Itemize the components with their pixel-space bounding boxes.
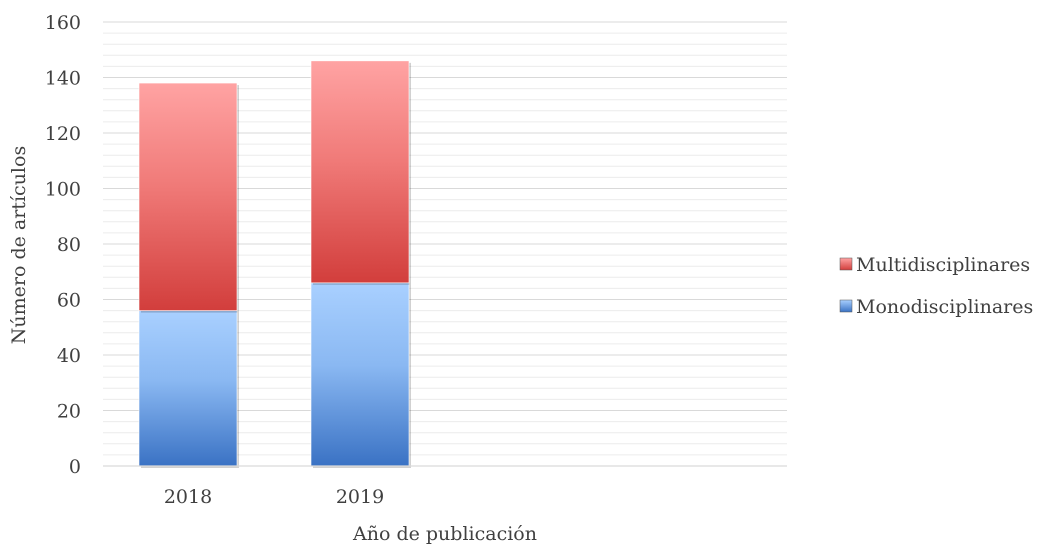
- y-axis-title: Número de artículos: [8, 146, 30, 344]
- bars: [138, 60, 411, 468]
- y-tick-label: 160: [45, 12, 81, 34]
- y-tick-label: 40: [57, 345, 81, 367]
- legend-label-multidisciplinares: Multidisciplinares: [856, 254, 1030, 276]
- y-tick-label: 60: [57, 290, 81, 312]
- x-tick-label: 2018: [164, 486, 212, 508]
- y-tick-label: 20: [57, 401, 81, 423]
- y-tick-label: 120: [45, 123, 81, 145]
- axes: 0 20 40 60 80 100 120 140 160 2018 2019 Año de publ…: [8, 12, 787, 545]
- y-tick-label: 100: [45, 179, 81, 201]
- bar-multidisciplinares-2019: [310, 60, 410, 284]
- y-tick-label: 140: [45, 68, 81, 90]
- y-tick-label: 80: [57, 234, 81, 256]
- bar-monodisciplinares-2018: [138, 310, 238, 467]
- legend: Multidisciplinares Monodisciplinares: [839, 254, 1033, 318]
- bar-multidisciplinares-2018: [138, 82, 238, 311]
- x-axis-title: Año de publicación: [352, 523, 537, 545]
- y-tick-label: 0: [69, 456, 81, 478]
- bar-monodisciplinares-2019: [310, 282, 410, 467]
- legend-swatch-multidisciplinares: [839, 257, 853, 271]
- legend-label-monodisciplinares: Monodisciplinares: [856, 296, 1033, 318]
- legend-swatch-monodisciplinares: [839, 299, 853, 313]
- x-tick-label: 2019: [336, 486, 384, 508]
